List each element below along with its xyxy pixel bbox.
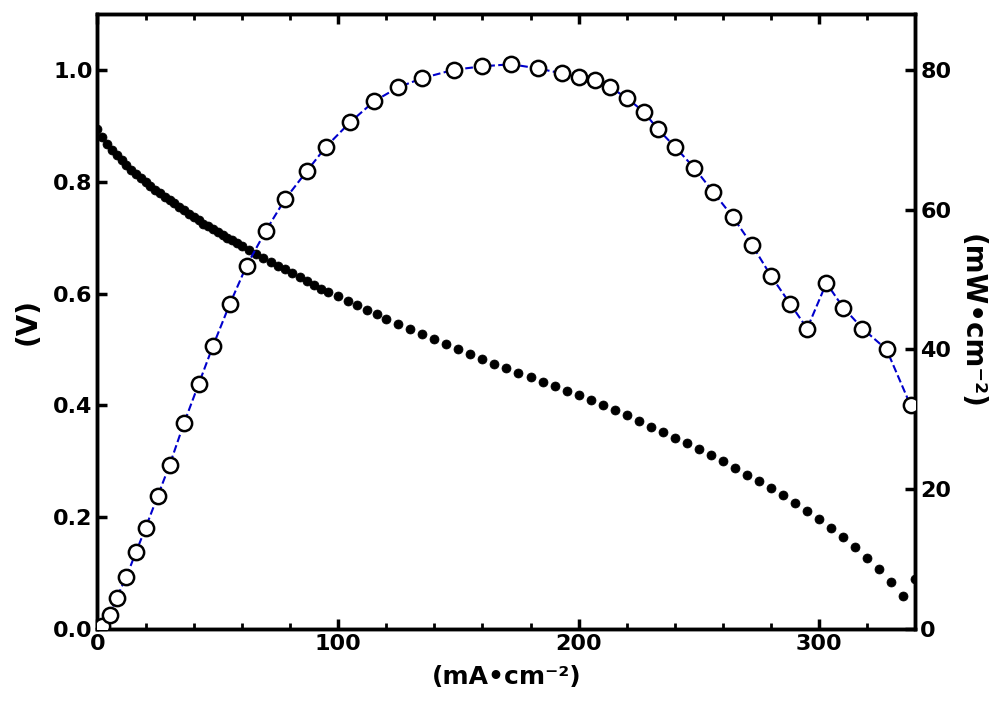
Y-axis label: (V): (V) bbox=[14, 298, 42, 345]
X-axis label: (mA•cm⁻²): (mA•cm⁻²) bbox=[432, 665, 581, 689]
Y-axis label: (mW•cm⁻²): (mW•cm⁻²) bbox=[958, 234, 986, 409]
